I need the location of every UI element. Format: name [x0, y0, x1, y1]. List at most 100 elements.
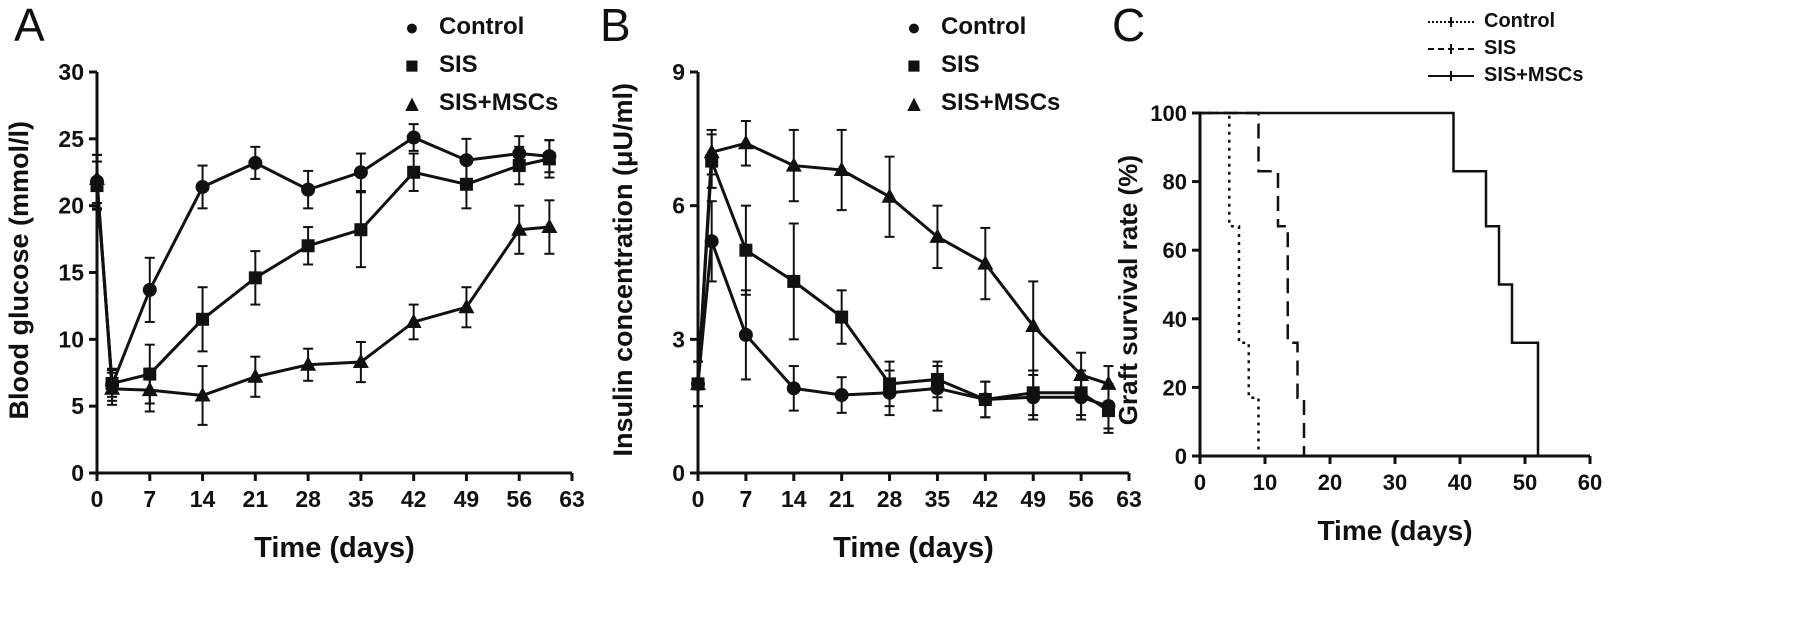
y-tick-label: 0 — [1175, 444, 1187, 469]
x-tick-label: 63 — [1116, 486, 1142, 512]
axes: 0 20 40 60 80 100 0 10 20 30 40 50 60 — [1150, 101, 1602, 495]
x-tick-label: 28 — [877, 486, 903, 512]
x-tick-label: 63 — [559, 486, 585, 512]
censor-tick-icon — [1450, 43, 1452, 54]
x-tick-label: 0 — [91, 486, 104, 512]
x-tick-label: 14 — [781, 486, 807, 512]
legend-label: SIS+MSCs — [439, 89, 559, 116]
panel-a-legend: ● Control ■ SIS ▲ SIS+MSCs — [398, 8, 559, 122]
panel-c-x-axis-title: Time (days) — [1317, 515, 1473, 546]
series-Control — [90, 123, 557, 402]
circle-marker-icon: ● — [405, 13, 419, 40]
panel-a-y-axis-title: Blood glucose (mmol/l) — [3, 120, 34, 420]
x-tick-label: 0 — [692, 486, 705, 512]
x-tick-label: 35 — [925, 486, 951, 512]
x-tick-label: 7 — [739, 486, 752, 512]
y-tick-label: 6 — [672, 193, 685, 219]
y-tick-label: 20 — [58, 193, 84, 219]
circle-marker-icon: ● — [907, 13, 921, 40]
legend-item-control: ● Control — [398, 8, 558, 46]
y-tick-label: 0 — [71, 460, 84, 486]
axes: 0 3 6 9 0 7 14 21 28 35 42 49 56 63 — [672, 59, 1142, 512]
solid-line-icon — [1428, 70, 1474, 82]
legend-label: Control — [941, 13, 1027, 40]
x-tick-label: 42 — [401, 486, 427, 512]
legend-item-control: ● Control — [900, 8, 1060, 46]
panel-c: C Graft survival rate (%) 0 20 40 60 80 100 0 1… — [1110, 0, 1795, 620]
x-tick-label: 60 — [1578, 470, 1602, 495]
y-tick-label: 80 — [1163, 170, 1187, 195]
y-tick-label: 40 — [1163, 307, 1187, 332]
square-marker-icon: ■ — [405, 51, 419, 78]
panel-a-x-axis-title: Time (days) — [254, 532, 415, 564]
panel-c-plot: 0 20 40 60 80 100 0 10 20 30 40 50 60 — [1150, 101, 1602, 495]
legend-item-sis-mscs: ▲ SIS+MSCs — [398, 84, 559, 122]
y-tick-label: 100 — [1150, 101, 1187, 126]
legend-item-sis: ■ SIS — [398, 46, 558, 84]
series-SIS+MSCs — [690, 120, 1117, 408]
series-Control — [691, 200, 1116, 430]
x-tick-label: 42 — [973, 486, 999, 512]
axes: 0 5 10 15 20 25 30 0 7 14 21 28 35 42 49 56 63 — [58, 59, 584, 512]
legend-item-control: Control — [1428, 8, 1583, 35]
y-tick-label: 9 — [672, 59, 685, 85]
y-tick-label: 20 — [1163, 375, 1187, 400]
x-tick-label: 56 — [506, 486, 532, 512]
x-tick-label: 49 — [454, 486, 480, 512]
panel-c-letter: C — [1112, 0, 1146, 51]
panel-b-y-axis-title: Insulin concentration (μU/ml) — [607, 83, 638, 457]
legend-label: Control — [439, 13, 525, 40]
series-Control — [1200, 111, 1260, 456]
x-tick-label: 21 — [243, 486, 269, 512]
panel-b-legend: ● Control ■ SIS ▲ SIS+MSCs — [900, 8, 1061, 122]
legend-label: SIS — [439, 51, 478, 78]
legend-item-sis-mscs: ▲ SIS+MSCs — [900, 84, 1061, 122]
legend-item-sis: ■ SIS — [900, 46, 1060, 84]
panel-b-plot: 0 3 6 9 0 7 14 21 28 35 42 49 56 63 — [672, 59, 1142, 512]
legend-item-sis-mscs: SIS+MSCs — [1428, 62, 1583, 89]
y-tick-label: 30 — [58, 59, 84, 85]
x-tick-label: 21 — [829, 486, 855, 512]
y-tick-label: 25 — [58, 126, 84, 152]
panel-c-y-axis-title: Graft survival rate (%) — [1112, 154, 1143, 426]
censor-tick-icon — [1450, 16, 1452, 27]
panel-a: A Blood glucose (mmol/l) 0 5 10 15 20 25 30 0 7 1… — [0, 0, 612, 620]
x-tick-label: 7 — [143, 486, 156, 512]
legend-label: SIS — [941, 51, 980, 78]
y-tick-label: 15 — [58, 260, 84, 286]
panel-c-legend: Control SIS SIS+MSCs — [1428, 8, 1583, 89]
y-tick-label: 60 — [1163, 238, 1187, 263]
x-tick-label: 20 — [1318, 470, 1342, 495]
legend-label: SIS — [1484, 37, 1517, 59]
x-tick-label: 14 — [190, 486, 216, 512]
x-tick-label: 50 — [1513, 470, 1537, 495]
series-SIS — [1200, 111, 1306, 456]
square-marker-icon: ■ — [907, 51, 921, 78]
y-tick-label: 10 — [58, 326, 84, 352]
x-tick-label: 40 — [1448, 470, 1472, 495]
legend-label: Control — [1484, 10, 1556, 32]
x-tick-label: 56 — [1068, 486, 1094, 512]
y-tick-label: 5 — [71, 393, 84, 419]
censor-tick-icon — [1450, 70, 1452, 81]
triangle-marker-icon: ▲ — [902, 89, 926, 116]
x-tick-label: 30 — [1383, 470, 1407, 495]
dotted-line-icon — [1428, 16, 1474, 28]
x-tick-label: 35 — [348, 486, 374, 512]
dashed-line-icon — [1428, 43, 1474, 55]
panel-a-letter: A — [14, 0, 45, 51]
x-tick-label: 49 — [1020, 486, 1046, 512]
y-tick-label: 0 — [672, 460, 685, 486]
x-tick-label: 28 — [295, 486, 321, 512]
series-SIS — [691, 133, 1115, 434]
panel-a-ylabel-wrap: Blood glucose (mmol/l) — [2, 60, 36, 480]
x-tick-label: 10 — [1253, 470, 1277, 495]
series-SIS+MSCs — [89, 153, 558, 426]
panel-b-letter: B — [600, 0, 631, 51]
panel-b-x-axis-title: Time (days) — [833, 532, 994, 564]
triangle-marker-icon: ▲ — [400, 89, 424, 116]
x-tick-label: 0 — [1194, 470, 1206, 495]
y-tick-label: 3 — [672, 326, 685, 352]
legend-label: SIS+MSCs — [1484, 64, 1584, 86]
